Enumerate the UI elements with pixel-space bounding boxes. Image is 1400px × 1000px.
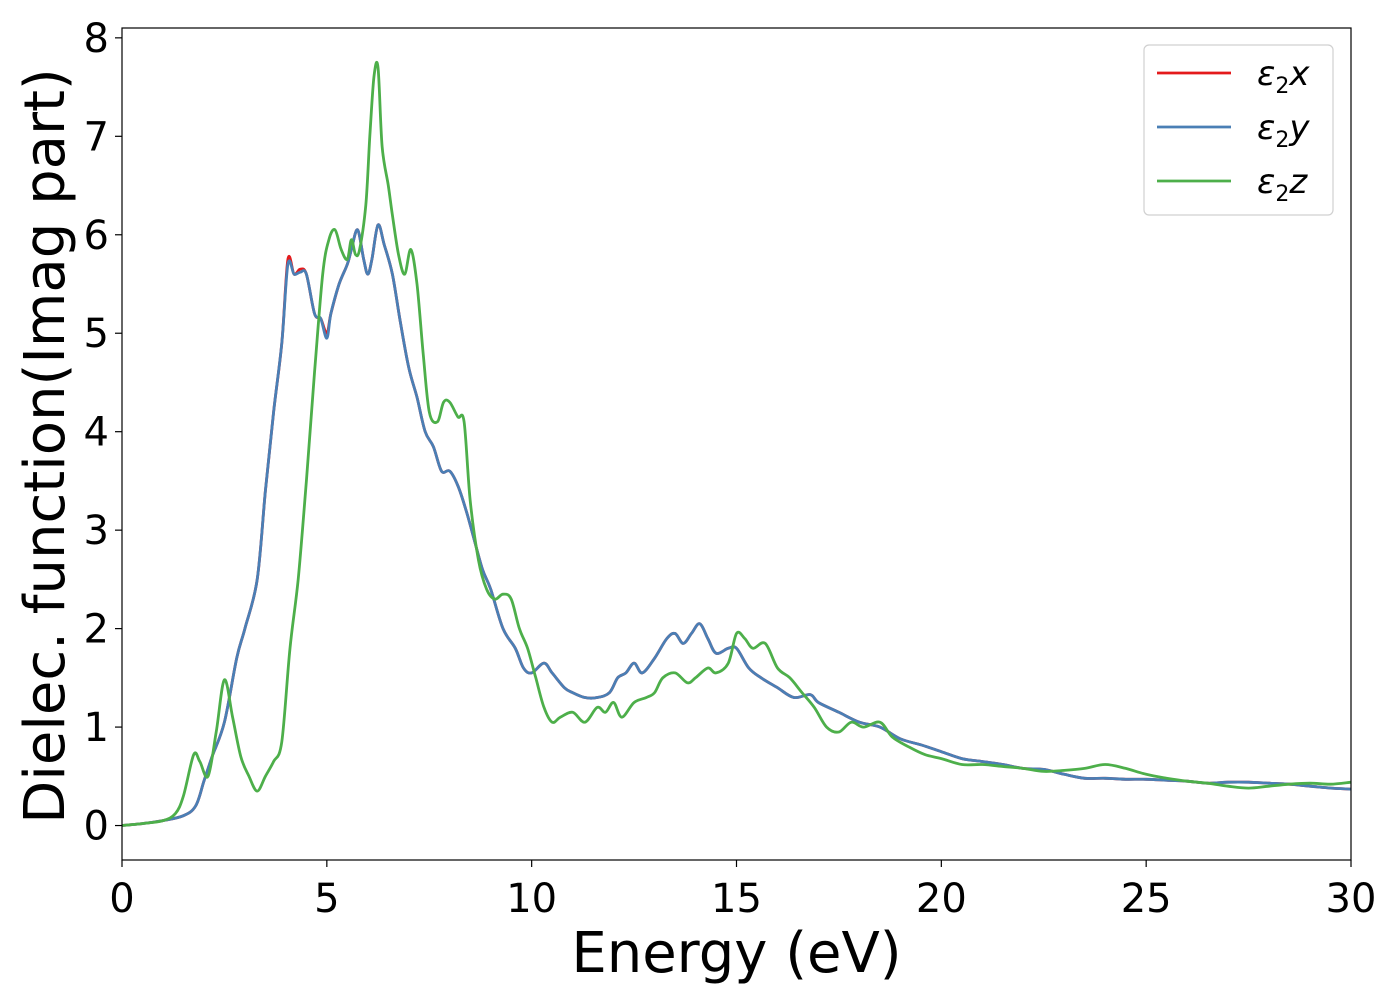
x-axis-title: Energy (eV) xyxy=(571,921,901,986)
y-tick-label: 1 xyxy=(84,705,109,751)
x-tick-label: 0 xyxy=(109,876,134,922)
x-tick-label: 30 xyxy=(1326,876,1377,922)
legend: ε2x ε2y ε2z xyxy=(1143,44,1334,216)
legend-label: ε2y xyxy=(1257,108,1310,153)
y-axis-title: Dielec. function(Imag part) xyxy=(13,68,78,824)
x-tick-label: 10 xyxy=(506,876,557,922)
x-tick-label: 25 xyxy=(1121,876,1172,922)
series-line-3 xyxy=(122,61,1351,827)
x-tick-label: 15 xyxy=(711,876,762,922)
x-tick-label: 5 xyxy=(314,876,339,922)
plot-area xyxy=(122,61,1351,827)
legend-box xyxy=(1143,44,1334,216)
y-tick-label: 2 xyxy=(84,607,109,653)
y-tick-label: 4 xyxy=(84,410,109,456)
y-tick-label: 5 xyxy=(84,311,109,357)
x-axis: 0 5 10 15 20 25 30 xyxy=(109,860,1376,922)
y-tick-label: 8 xyxy=(84,16,109,62)
y-tick-label: 7 xyxy=(84,114,109,160)
series-line-2 xyxy=(122,223,1351,827)
y-tick-label: 6 xyxy=(84,213,109,259)
series-line-1 xyxy=(122,223,1351,827)
y-tick-label: 0 xyxy=(84,804,109,850)
y-axis: 0 1 2 3 4 5 6 7 8 xyxy=(84,16,122,850)
legend-label: ε2z xyxy=(1257,162,1308,207)
y-tick-label: 3 xyxy=(84,508,109,554)
legend-label: ε2x xyxy=(1257,54,1310,99)
x-tick-label: 20 xyxy=(916,876,967,922)
